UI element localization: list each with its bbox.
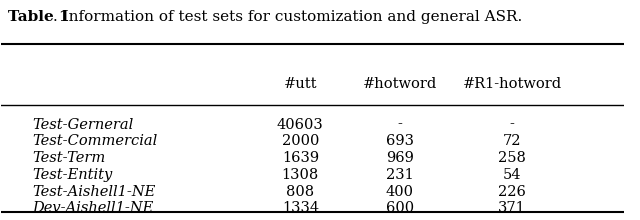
Text: 808: 808 xyxy=(286,185,314,199)
Text: 1639: 1639 xyxy=(282,151,319,165)
Text: 258: 258 xyxy=(498,151,526,165)
Text: -: - xyxy=(509,117,515,132)
Text: 1308: 1308 xyxy=(282,168,319,182)
Text: 226: 226 xyxy=(498,185,526,199)
Text: Test-Commercial: Test-Commercial xyxy=(33,134,158,148)
Text: 40603: 40603 xyxy=(277,117,324,132)
Text: 1334: 1334 xyxy=(282,202,319,215)
Text: Table 1: Table 1 xyxy=(8,10,69,24)
Text: 371: 371 xyxy=(498,202,526,215)
Text: #R1-hotword: #R1-hotword xyxy=(463,77,562,91)
Text: 969: 969 xyxy=(386,151,414,165)
Text: 600: 600 xyxy=(386,202,414,215)
Text: Test-Aishell1-NE: Test-Aishell1-NE xyxy=(33,185,156,199)
Text: #hotword: #hotword xyxy=(363,77,437,91)
Text: Dev-Aishell1-NE: Dev-Aishell1-NE xyxy=(33,202,154,215)
Text: 231: 231 xyxy=(386,168,414,182)
Text: #utt: #utt xyxy=(284,77,317,91)
Text: 693: 693 xyxy=(386,134,414,148)
Text: Test-Gerneral: Test-Gerneral xyxy=(33,117,134,132)
Text: Test-Entity: Test-Entity xyxy=(33,168,113,182)
Text: -: - xyxy=(397,117,403,132)
Text: . Information of test sets for customization and general ASR.: . Information of test sets for customiza… xyxy=(53,10,522,24)
Text: 2000: 2000 xyxy=(282,134,319,148)
Text: Test-Term: Test-Term xyxy=(33,151,106,165)
Text: 400: 400 xyxy=(386,185,414,199)
Text: 54: 54 xyxy=(503,168,522,182)
Text: 72: 72 xyxy=(503,134,522,148)
